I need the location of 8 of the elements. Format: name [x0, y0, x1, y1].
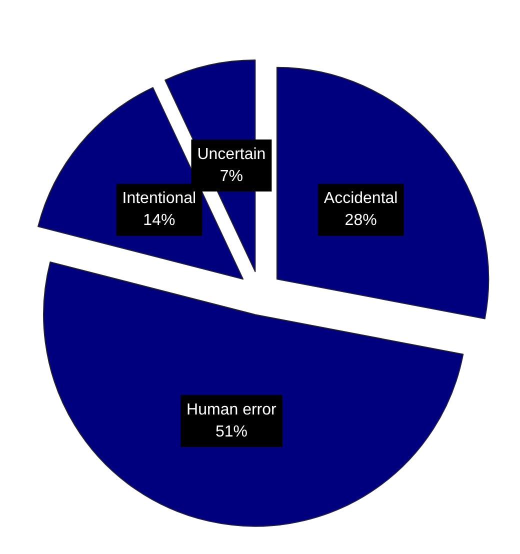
data-label: 7%: [220, 168, 244, 185]
slice-label: Human error: [186, 401, 278, 418]
slice-label: Accidental: [324, 190, 398, 208]
slice-label: Intentional: [122, 190, 196, 208]
data-label: 14%: [143, 212, 176, 230]
data-label: 28%: [344, 212, 377, 230]
data-label: 51%: [215, 423, 248, 440]
slice-label: Uncertain: [197, 146, 266, 163]
